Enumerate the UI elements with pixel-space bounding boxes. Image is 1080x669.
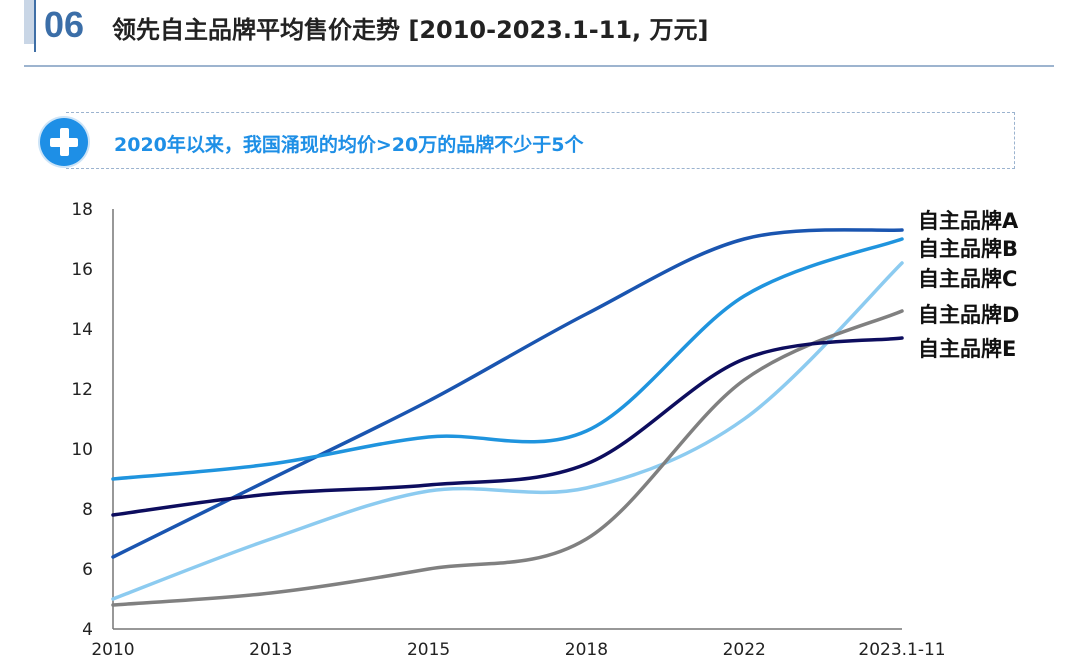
callout-box: [66, 112, 1015, 169]
header-accent-line: [34, 0, 36, 52]
y-tick-label: 14: [71, 320, 93, 340]
x-tick-label: 2013: [249, 640, 292, 660]
y-tick-label: 4: [82, 620, 93, 640]
legend-label: 自主品牌A: [918, 209, 1019, 233]
y-tick-label: 12: [71, 380, 93, 400]
legend-label: 自主品牌B: [918, 237, 1018, 261]
x-tick-label: 2022: [723, 640, 766, 660]
header-accent-bar: [24, 0, 34, 44]
series-line-e: [111, 336, 904, 517]
header-divider: [24, 65, 1054, 67]
legend-label: 自主品牌E: [918, 337, 1016, 361]
y-tick-label: 6: [82, 560, 93, 580]
x-tick-label: 2015: [407, 640, 450, 660]
plus-icon: [40, 118, 88, 166]
callout-text: 2020年以来，我国涌现的均价>20万的品牌不少于5个: [114, 134, 584, 156]
series-line-a: [111, 228, 904, 559]
y-tick-label: 10: [71, 440, 93, 460]
legend-label: 自主品牌D: [918, 303, 1019, 327]
series-line-b: [111, 237, 904, 481]
y-tick-label: 8: [82, 500, 93, 520]
legend-label: 自主品牌C: [918, 267, 1017, 291]
y-tick-label: 16: [71, 260, 93, 280]
x-tick-label: 2023.1-11: [858, 640, 945, 660]
series-line-d: [111, 309, 904, 607]
y-tick-label: 18: [71, 200, 93, 220]
x-tick-label: 2010: [91, 640, 134, 660]
series-line-c: [111, 261, 904, 601]
x-tick-label: 2018: [565, 640, 608, 660]
page-title: 领先自主品牌平均售价走势 [2010-2023.1-11, 万元]: [112, 16, 709, 44]
section-number: 06: [44, 4, 85, 45]
